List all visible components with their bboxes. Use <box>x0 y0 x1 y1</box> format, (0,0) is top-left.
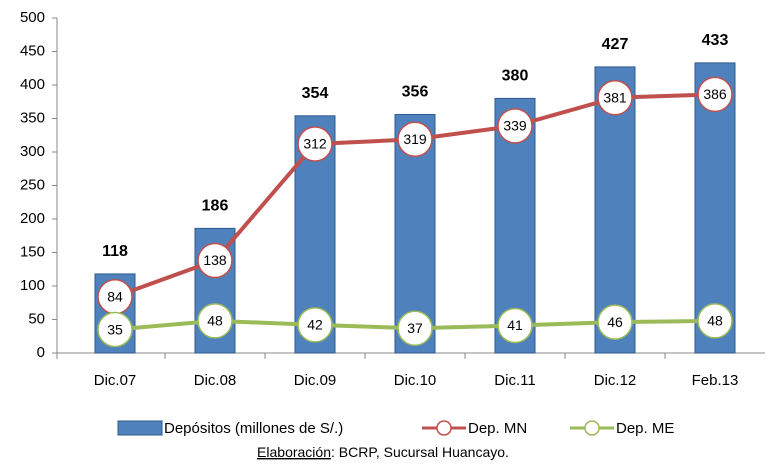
line-marker <box>397 310 433 346</box>
line-value-label: 48 <box>207 313 223 329</box>
x-tick-label: Feb.13 <box>692 372 739 389</box>
y-tick-label: 400 <box>20 76 45 93</box>
line-marker <box>197 242 233 279</box>
line-marker <box>97 311 133 348</box>
legend-label: Dep. ME <box>616 420 674 437</box>
bar-value-label: 427 <box>602 36 629 53</box>
y-tick-label: 100 <box>20 277 45 294</box>
source-note: Elaboración: BCRP, Sucursal Huancayo. <box>257 444 509 460</box>
legend-label: Depósitos (millones de S/.) <box>164 420 343 437</box>
line-value-label: 386 <box>703 86 727 102</box>
bar-value-label: 118 <box>102 243 128 260</box>
line-marker <box>697 303 733 339</box>
source-text: : BCRP, Sucursal Huancayo. <box>331 444 509 460</box>
x-tick-label: Dic.08 <box>194 372 237 389</box>
bar-value-label: 380 <box>502 68 529 85</box>
y-tick-label: 350 <box>20 109 45 126</box>
line-marker <box>697 76 733 113</box>
y-tick-label: 0 <box>37 344 45 361</box>
line-value-label: 84 <box>107 288 123 304</box>
y-tick-label: 300 <box>20 143 45 160</box>
line-value-label: 138 <box>203 252 227 268</box>
line-marker <box>497 307 533 344</box>
source-label: Elaboración <box>257 444 331 460</box>
line-value-label: 37 <box>407 320 423 336</box>
line-value-label: 319 <box>403 131 427 147</box>
line-value-label: 381 <box>603 89 627 105</box>
x-tick-label: Dic.10 <box>394 372 437 389</box>
line-value-label: 41 <box>507 317 523 333</box>
y-tick-label: 500 <box>20 9 45 26</box>
line-value-label: 46 <box>607 314 623 330</box>
x-tick-label: Dic.09 <box>294 372 337 389</box>
y-tick-label: 50 <box>28 310 45 327</box>
x-tick-label: Dic.07 <box>94 372 137 389</box>
y-tick-label: 250 <box>20 176 45 193</box>
legend-swatch <box>117 420 163 436</box>
bar-value-label: 356 <box>402 84 429 101</box>
y-tick-label: 150 <box>20 243 45 260</box>
line-value-label: 339 <box>503 118 527 134</box>
line-value-label: 48 <box>707 313 723 329</box>
line-marker <box>397 121 433 158</box>
line-marker <box>197 303 233 339</box>
bar-value-label: 433 <box>702 32 729 49</box>
line-value-label: 42 <box>307 317 323 333</box>
line-value-label: 35 <box>107 321 123 337</box>
bar-value-label: 186 <box>202 198 229 215</box>
line-marker <box>497 108 533 144</box>
legend-swatch-marker <box>584 420 600 436</box>
line-marker <box>297 126 333 162</box>
x-tick-label: Dic.11 <box>494 372 535 389</box>
x-tick-label: Dic.12 <box>594 372 637 389</box>
y-tick-label: 450 <box>20 42 45 59</box>
line-marker <box>597 304 633 340</box>
legend-label: Dep. MN <box>468 420 527 437</box>
legend-swatch-marker <box>436 420 452 436</box>
line-marker <box>297 307 333 343</box>
line-value-label: 312 <box>303 136 327 152</box>
bar-value-label: 354 <box>302 85 329 102</box>
line-marker <box>597 79 633 116</box>
y-tick-label: 200 <box>20 210 45 227</box>
